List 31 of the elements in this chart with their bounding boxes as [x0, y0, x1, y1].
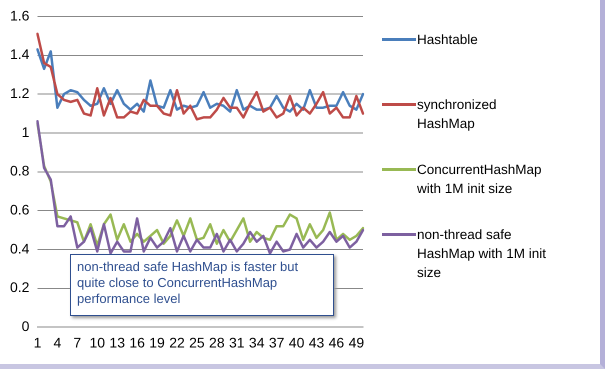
x-tick-label: 31: [228, 334, 245, 350]
x-tick-label: 40: [288, 334, 305, 350]
x-tick-label: 16: [129, 334, 146, 350]
x-tick-label: 25: [189, 334, 205, 350]
x-tick-label: 43: [308, 334, 324, 350]
legend-label: synchronized HashMap: [417, 96, 498, 133]
x-tick-label: 28: [209, 334, 225, 350]
x-tick-label: 10: [89, 334, 106, 350]
y-tick-label: 0.4: [10, 240, 30, 256]
x-tick-label: 22: [169, 334, 185, 350]
x-tick-label: 1: [34, 334, 42, 350]
x-tick-label: 37: [268, 334, 285, 350]
note-box: non-thread safe HashMap is faster but quite close to ConcurrentHashMap performance level: [70, 254, 334, 316]
y-tick-label: 0.6: [10, 202, 30, 218]
y-tick-label: 1.2: [10, 84, 30, 101]
x-tick-label: 49: [348, 334, 364, 350]
legend-label: ConcurrentHashMap with 1M init size: [417, 161, 543, 198]
y-tick-label: 1.4: [10, 46, 30, 62]
y-tick-label: 1: [22, 124, 30, 140]
legend-label: Hashtable: [417, 31, 478, 49]
legend-label: non-thread safe HashMap with 1M init size: [417, 226, 547, 282]
x-tick-label: 19: [149, 334, 166, 350]
x-tick-label: 13: [109, 334, 126, 350]
x-tick-label: 7: [73, 334, 82, 350]
x-tick-label: 46: [328, 334, 344, 350]
x-tick-label: 34: [248, 334, 265, 350]
y-tick-label: 1.6: [10, 7, 30, 24]
y-tick-label: 0: [22, 318, 30, 334]
y-tick-label: 0.2: [10, 279, 30, 296]
y-tick-label: 0.8: [10, 162, 30, 179]
x-tick-label: 4: [53, 334, 62, 350]
